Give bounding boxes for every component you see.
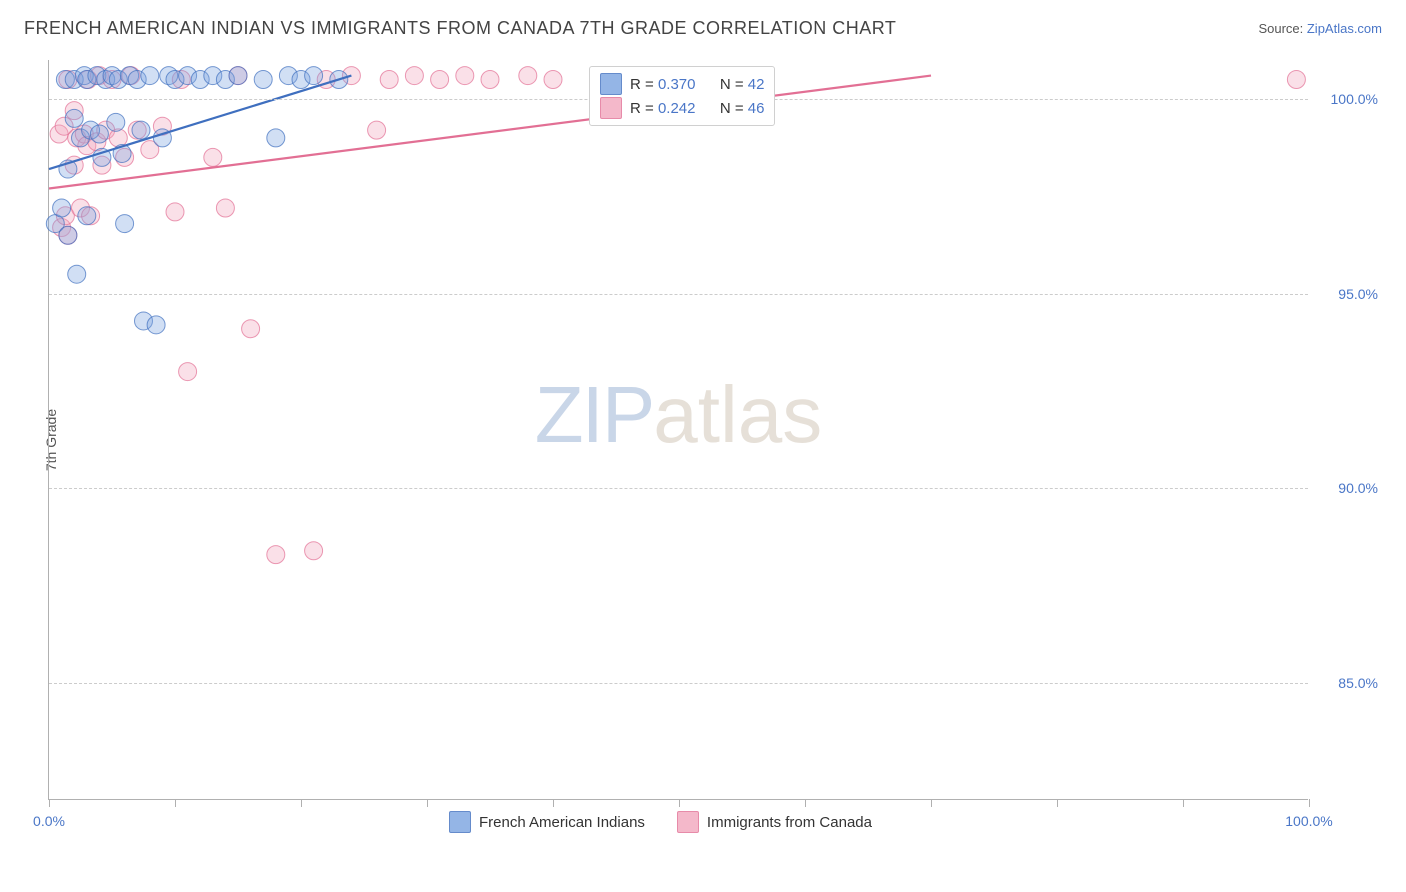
r-label-blue: R = (630, 76, 658, 93)
data-point (380, 70, 398, 88)
data-point (229, 67, 247, 85)
gridline (49, 683, 1308, 684)
x-tick (679, 799, 680, 807)
data-point (59, 226, 77, 244)
data-point (519, 67, 537, 85)
swatch-pink (600, 97, 622, 119)
data-point (431, 70, 449, 88)
data-point (166, 203, 184, 221)
plot-region: ZIPatlas R = 0.370 N = 42 R = 0.242 N = … (48, 60, 1308, 800)
x-tick (1183, 799, 1184, 807)
legend-label-pink: Immigrants from Canada (707, 814, 872, 831)
r-label-pink: R = (630, 100, 658, 117)
data-point (179, 363, 197, 381)
n-label-pink: N = (720, 100, 748, 117)
data-point (116, 215, 134, 233)
n-stat-pink: N = 46 (720, 100, 765, 117)
legend-label-blue: French American Indians (479, 814, 645, 831)
stats-row-blue: R = 0.370 N = 42 (600, 73, 764, 95)
data-point (109, 129, 127, 147)
x-tick-label-end: 100.0% (1285, 813, 1332, 829)
data-point (204, 148, 222, 166)
y-tick-label: 95.0% (1318, 286, 1378, 302)
data-point (132, 121, 150, 139)
data-point (305, 542, 323, 560)
source-prefix: Source: (1258, 21, 1306, 36)
data-point (267, 546, 285, 564)
data-point (141, 67, 159, 85)
y-tick-label: 85.0% (1318, 675, 1378, 691)
stats-row-pink: R = 0.242 N = 46 (600, 97, 764, 119)
x-tick (427, 799, 428, 807)
x-tick (1309, 799, 1310, 807)
data-point (254, 70, 272, 88)
n-value-blue: 42 (748, 76, 765, 93)
swatch-blue-legend (449, 811, 471, 833)
data-point (305, 67, 323, 85)
y-tick-label: 100.0% (1318, 91, 1378, 107)
n-stat-blue: N = 42 (720, 76, 765, 93)
plot-svg (49, 60, 1308, 799)
series-legend: French American Indians Immigrants from … (449, 811, 872, 833)
n-value-pink: 46 (748, 100, 765, 117)
data-point (68, 265, 86, 283)
x-tick (301, 799, 302, 807)
x-tick (49, 799, 50, 807)
data-point (242, 320, 260, 338)
chart-area: 7th Grade ZIPatlas R = 0.370 N = 42 R = … (48, 60, 1388, 820)
gridline (49, 294, 1308, 295)
data-point (368, 121, 386, 139)
stats-legend: R = 0.370 N = 42 R = 0.242 N = 46 (589, 66, 775, 126)
data-point (53, 199, 71, 217)
y-tick-label: 90.0% (1318, 480, 1378, 496)
r-value-blue: 0.370 (658, 76, 696, 93)
n-label-blue: N = (720, 76, 748, 93)
r-stat-blue: R = 0.370 (630, 76, 695, 93)
x-tick (931, 799, 932, 807)
data-point (481, 70, 499, 88)
source-label: Source: ZipAtlas.com (1258, 21, 1382, 36)
data-point (405, 67, 423, 85)
data-point (107, 113, 125, 131)
data-point (90, 125, 108, 143)
swatch-pink-legend (677, 811, 699, 833)
data-point (544, 70, 562, 88)
source-link[interactable]: ZipAtlas.com (1307, 21, 1382, 36)
x-tick (1057, 799, 1058, 807)
data-point (78, 207, 96, 225)
gridline (49, 488, 1308, 489)
data-point (1287, 70, 1305, 88)
data-point (65, 109, 83, 127)
swatch-blue (600, 73, 622, 95)
legend-item-pink: Immigrants from Canada (677, 811, 872, 833)
chart-title: FRENCH AMERICAN INDIAN VS IMMIGRANTS FRO… (24, 18, 896, 39)
data-point (216, 199, 234, 217)
data-point (147, 316, 165, 334)
data-point (456, 67, 474, 85)
r-stat-pink: R = 0.242 (630, 100, 695, 117)
data-point (267, 129, 285, 147)
x-tick (553, 799, 554, 807)
x-tick (175, 799, 176, 807)
x-tick (805, 799, 806, 807)
x-tick-label-start: 0.0% (33, 813, 65, 829)
r-value-pink: 0.242 (658, 100, 696, 117)
legend-item-blue: French American Indians (449, 811, 645, 833)
trend-line (49, 76, 931, 189)
